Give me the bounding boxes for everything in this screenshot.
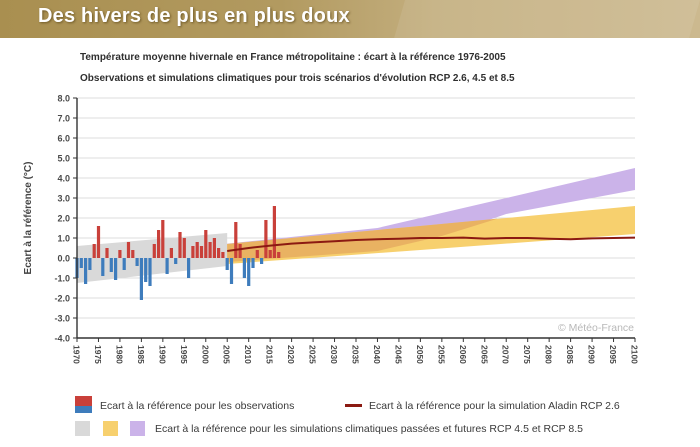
svg-text:2045: 2045	[393, 345, 403, 364]
chart-canvas: -4.0 -3.0 -2.0 -1.0 0.0 1.0 2.0 3.0 4.0 5.0 6.0 7.0…	[23, 94, 640, 365]
svg-text:1985: 1985	[136, 345, 146, 364]
aladin-line	[227, 236, 636, 252]
legend-aladin-label: Ecart à la référence pour la simulation …	[369, 400, 620, 412]
svg-text:2095: 2095	[608, 345, 618, 364]
svg-text:2000: 2000	[200, 345, 210, 364]
svg-text:1980: 1980	[114, 345, 124, 364]
svg-text:2075: 2075	[522, 345, 532, 364]
svg-text:2010: 2010	[243, 345, 253, 364]
svg-text:2030: 2030	[329, 345, 339, 364]
gridlines	[77, 97, 635, 319]
svg-text:2025: 2025	[308, 345, 318, 364]
svg-text:2070: 2070	[501, 345, 511, 364]
svg-text:2050: 2050	[415, 345, 425, 364]
svg-text:3.0: 3.0	[57, 194, 70, 204]
legend-observations-swatch-red	[75, 396, 92, 406]
svg-text:2100: 2100	[630, 345, 640, 364]
svg-text:2035: 2035	[351, 345, 361, 364]
svg-text:-3.0: -3.0	[54, 314, 70, 324]
svg-text:2005: 2005	[222, 345, 232, 364]
svg-text:1990: 1990	[157, 345, 167, 364]
svg-text:6.0: 6.0	[57, 134, 70, 144]
legend-observations-swatch	[75, 396, 92, 413]
legend-simulations-label: Ecart à la référence pour les simulation…	[155, 423, 583, 435]
svg-text:2015: 2015	[265, 345, 275, 364]
page-title: Des hivers de plus en plus doux	[38, 5, 350, 27]
svg-text:2060: 2060	[458, 345, 468, 364]
svg-text:0.0: 0.0	[57, 254, 70, 264]
legend-observations-swatch-blue	[75, 406, 92, 413]
legend-observations-label: Ecart à la référence pour les observatio…	[100, 400, 295, 412]
svg-text:5.0: 5.0	[57, 154, 70, 164]
svg-text:7.0: 7.0	[57, 114, 70, 124]
svg-text:1970: 1970	[72, 345, 82, 364]
svg-text:2.0: 2.0	[57, 214, 70, 224]
svg-text:2085: 2085	[565, 345, 575, 364]
legend-aladin-line-swatch	[345, 404, 362, 407]
svg-text:2055: 2055	[436, 345, 446, 364]
svg-text:8.0: 8.0	[57, 94, 70, 104]
scenario-bands	[77, 168, 635, 283]
observation-bars	[75, 206, 281, 300]
svg-text:2040: 2040	[372, 345, 382, 364]
svg-text:2065: 2065	[479, 345, 489, 364]
svg-text:1.0: 1.0	[57, 234, 70, 244]
chart-subtitle: Observations et simulations climatiques …	[80, 73, 515, 84]
svg-text:2080: 2080	[544, 345, 554, 364]
svg-text:2020: 2020	[286, 345, 296, 364]
svg-text:-1.0: -1.0	[54, 274, 70, 284]
svg-text:-4.0: -4.0	[54, 334, 70, 344]
watermark: © Météo-France	[558, 322, 634, 334]
svg-text:2090: 2090	[587, 345, 597, 364]
chart-title: Température moyenne hivernale en France …	[80, 52, 506, 63]
legend-yellow-band-swatch	[103, 421, 118, 436]
y-axis-title: Ecart à la référence (°C)	[23, 162, 34, 275]
legend-purple-band-swatch	[130, 421, 145, 436]
svg-text:-2.0: -2.0	[54, 294, 70, 304]
svg-text:4.0: 4.0	[57, 174, 70, 184]
svg-text:1975: 1975	[93, 345, 103, 364]
header-banner: Des hivers de plus en plus doux	[0, 0, 700, 38]
svg-text:1995: 1995	[179, 345, 189, 364]
legend-gray-band-swatch	[75, 421, 90, 436]
